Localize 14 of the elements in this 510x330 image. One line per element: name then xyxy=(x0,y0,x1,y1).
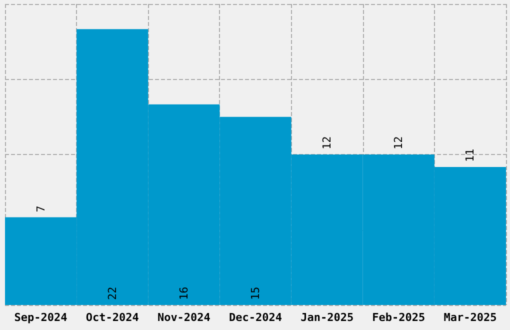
data-label: 16 xyxy=(177,286,190,300)
data-label: 12 xyxy=(320,136,334,150)
data-label: 12 xyxy=(392,136,406,150)
data-label: 11 xyxy=(464,148,477,162)
data-label: 22 xyxy=(106,286,119,300)
data-label: 7 xyxy=(34,206,48,212)
x-tick-label: Oct-2024 xyxy=(86,311,140,324)
x-tick-label: Dec-2024 xyxy=(229,311,282,324)
x-tick-label: Jan-2025 xyxy=(300,311,354,324)
data-label: 15 xyxy=(249,286,262,300)
x-tick-label: Feb-2025 xyxy=(372,311,426,324)
x-tick-label: Nov-2024 xyxy=(157,311,211,324)
x-tick-label: Sep-2024 xyxy=(14,311,68,324)
x-tick-label: Mar-2025 xyxy=(444,311,497,324)
